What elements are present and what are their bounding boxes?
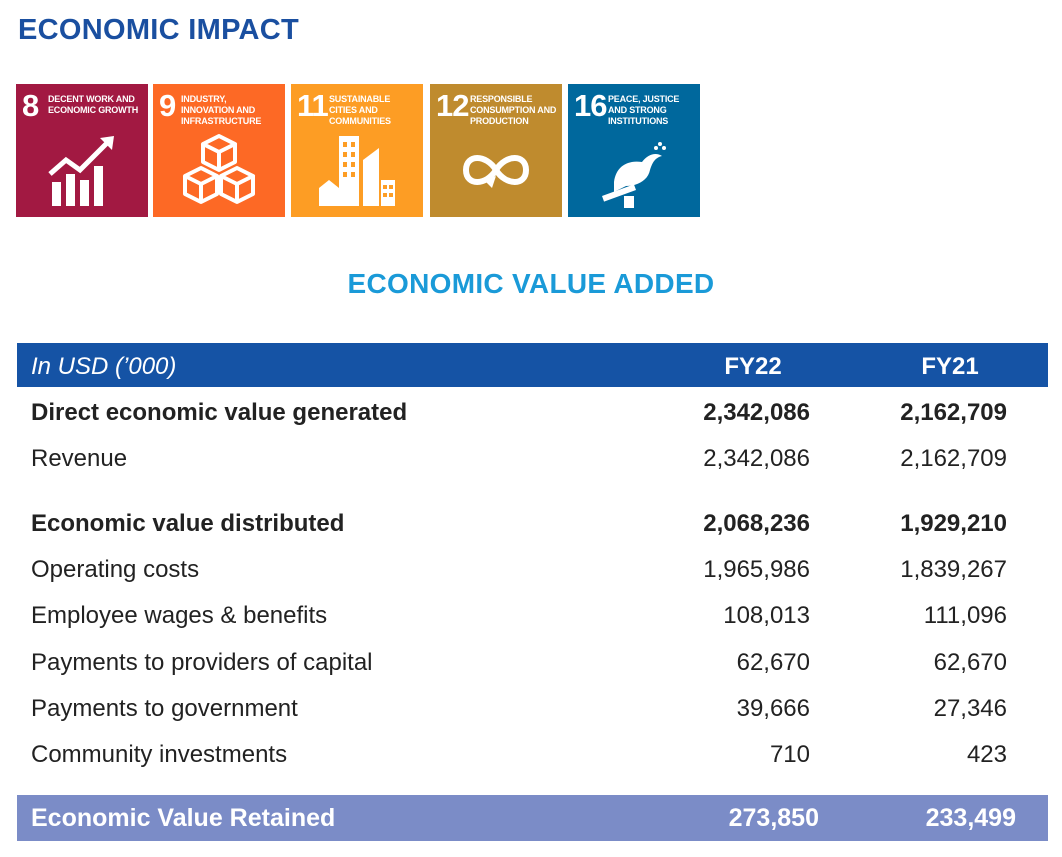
unit-label: In USD (’000) [31,353,177,380]
row-label: Employee wages & benefits [31,602,328,629]
fy22-value: 1,965,986 [703,556,810,583]
fy22-value: 39,666 [736,695,810,722]
section-title: ECONOMIC VALUE ADDED [347,268,715,299]
fy21-value: 1,839,267 [900,556,1007,583]
fy21-value: 2,162,709 [900,445,1007,472]
fy22-value: 2,342,086 [703,399,810,426]
table-row: Payments to government 39,666 27,346 [17,689,1048,729]
fy21-value: 2,162,709 [900,399,1007,426]
fy22-value: 108,013 [723,602,810,629]
table-row: Operating costs 1,965,986 1,839,267 [17,550,1048,590]
table-footer-row: Economic Value Retained 273,850 233,499 [17,795,1048,841]
sdg-number: 12 [436,88,469,123]
infinity-icon [462,155,530,188]
sdg-label: INDUSTRY, INNOVATION AND INFRASTRUCTURE [181,94,262,126]
fy21-value: 111,096 [923,602,1007,629]
sdg-tile-9: 9 INDUSTRY, INNOVATION AND INFRASTRUCTUR… [153,84,285,217]
sdg-number: 9 [159,88,176,123]
sdg-tile-8: 8 DECENT WORK AND ECONOMIC GROWTH [16,84,148,217]
sdg-label: SUSTAINABLE CITIES AND COMMUNITIES [329,94,391,126]
sdg-label: PEACE, JUSTICE AND STRONG INSTITUTIONS [608,94,680,126]
fy22-value: 2,342,086 [703,445,810,472]
column-header-fy21: FY21 [921,353,979,380]
cubes-icon [183,134,255,204]
table-row: Payments to providers of capital 62,670 … [17,643,1048,683]
row-label: Community investments [31,741,288,768]
fy21-value: 1,929,210 [900,510,1007,537]
fy21-value: 423 [966,741,1007,768]
column-header-fy22: FY22 [724,353,782,380]
table-header: In USD (’000) FY22 FY21 [17,343,1048,387]
row-label: Operating costs [31,556,200,583]
sdg-number: 16 [574,88,607,123]
footer-label: Economic Value Retained [31,804,336,832]
fy22-total: 273,850 [728,804,819,832]
fy22-value: 2,068,236 [703,510,810,537]
sdg-tile-11: 11 SUSTAINABLE CITIES AND COMMUNITIES [291,84,423,217]
dove-gavel-icon [601,142,666,208]
sdg-label: RESPONSIBLE CONSUMPTION AND PRODUCTION [470,94,557,126]
row-label: Payments to government [31,695,298,722]
growth-chart-icon [48,136,114,206]
table-row: Economic value distributed 2,068,236 1,9… [17,504,1048,544]
table-row: Community investments 710 423 [17,735,1048,775]
page-title: ECONOMIC IMPACT [18,14,300,46]
row-label: Economic value distributed [31,510,345,537]
sdg-tile-16: 16 PEACE, JUSTICE AND STRONG INSTITUTION… [568,84,700,217]
table-row: Revenue 2,342,086 2,162,709 [17,439,1048,479]
fy22-value: 710 [769,741,810,768]
row-label: Direct economic value generated [31,399,408,426]
fy21-total: 233,499 [925,804,1016,832]
sdg-number: 11 [297,88,329,123]
table-row: Employee wages & benefits 108,013 111,09… [17,596,1048,636]
sdg-number: 8 [22,88,39,123]
city-icon [319,136,395,206]
row-label: Revenue [31,445,128,472]
row-label: Payments to providers of capital [31,649,373,676]
fy22-value: 62,670 [736,649,810,676]
table-row: Direct economic value generated 2,342,08… [17,393,1048,433]
sdg-tile-12: 12 RESPONSIBLE CONSUMPTION AND PRODUCTIO… [430,84,562,217]
fy21-value: 27,346 [933,695,1007,722]
fy21-value: 62,670 [933,649,1007,676]
sdg-label: DECENT WORK AND ECONOMIC GROWTH [48,94,138,115]
